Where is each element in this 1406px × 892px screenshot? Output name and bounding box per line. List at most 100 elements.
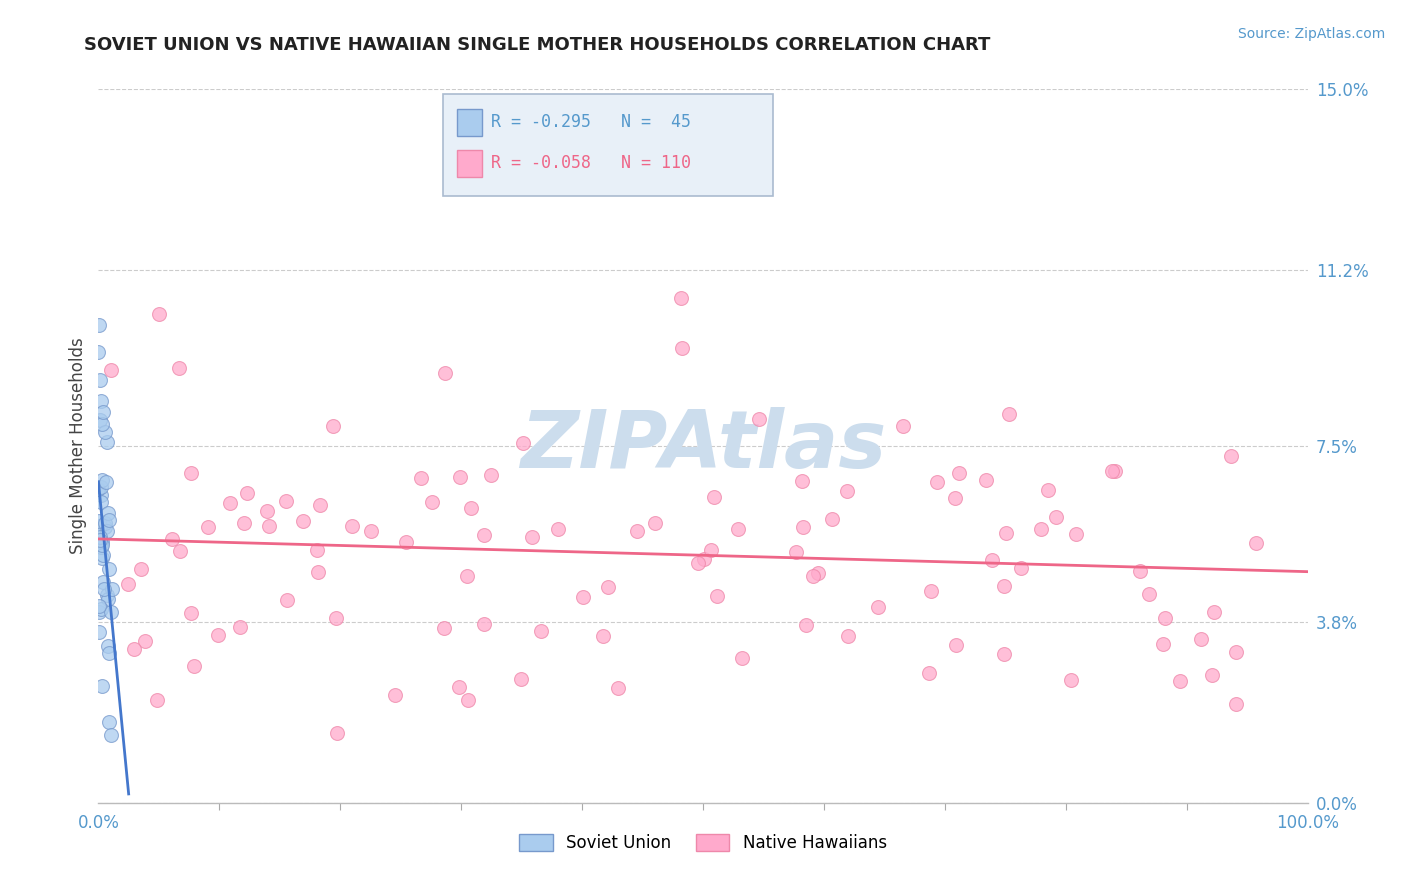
Point xyxy=(449,680,471,694)
Point xyxy=(89,373,111,387)
Point xyxy=(547,522,569,536)
Point xyxy=(920,584,942,599)
Point xyxy=(219,496,242,510)
Point xyxy=(180,606,202,620)
Point xyxy=(90,540,112,554)
Point xyxy=(100,605,122,619)
Point xyxy=(530,624,553,638)
Point xyxy=(276,494,298,508)
Point xyxy=(792,519,814,533)
Point xyxy=(98,646,121,660)
Point xyxy=(794,617,817,632)
Point xyxy=(1101,464,1123,478)
Point xyxy=(134,634,156,648)
Point xyxy=(835,483,858,498)
Point xyxy=(1225,645,1247,659)
Point xyxy=(520,530,543,544)
Point xyxy=(945,638,967,652)
Point xyxy=(91,550,114,565)
Point xyxy=(943,491,966,505)
Point xyxy=(925,475,948,489)
Point xyxy=(669,291,692,305)
Point xyxy=(89,530,111,544)
Point xyxy=(94,425,117,439)
Point xyxy=(309,498,332,512)
Point xyxy=(837,629,859,643)
Point xyxy=(322,419,344,434)
Point xyxy=(228,620,250,634)
Point xyxy=(449,470,471,484)
Point xyxy=(207,628,229,642)
Point xyxy=(96,524,118,539)
Point xyxy=(89,533,111,547)
Point xyxy=(748,412,770,426)
Point xyxy=(100,728,122,742)
Point xyxy=(479,467,502,482)
Point xyxy=(993,647,1015,661)
Point xyxy=(93,582,115,597)
Point xyxy=(1154,610,1177,624)
Point xyxy=(122,641,145,656)
Point xyxy=(891,419,914,434)
Point xyxy=(686,556,709,570)
Text: Source: ZipAtlas.com: Source: ZipAtlas.com xyxy=(1237,27,1385,41)
Point xyxy=(706,590,728,604)
Point xyxy=(731,651,754,665)
Point xyxy=(90,679,112,693)
Point xyxy=(1129,564,1152,578)
Point xyxy=(97,714,120,729)
Point xyxy=(384,688,406,702)
Point xyxy=(97,513,120,527)
Point xyxy=(981,552,1004,566)
Point xyxy=(326,725,349,739)
Point xyxy=(183,659,205,673)
Point xyxy=(89,514,111,528)
Point xyxy=(1036,483,1059,498)
Point xyxy=(456,569,478,583)
Point xyxy=(91,474,114,488)
Point xyxy=(91,535,114,549)
Point xyxy=(94,516,117,530)
Point xyxy=(97,592,120,607)
Point xyxy=(803,569,825,583)
Point xyxy=(89,605,111,619)
Y-axis label: Single Mother Households: Single Mother Households xyxy=(69,338,87,554)
Point xyxy=(457,693,479,707)
Point xyxy=(89,519,111,533)
Point xyxy=(129,561,152,575)
Point xyxy=(342,519,364,533)
Point xyxy=(1060,673,1083,687)
Point xyxy=(607,681,630,695)
Point xyxy=(700,543,723,558)
Point xyxy=(97,506,120,520)
Point xyxy=(89,625,111,640)
Point xyxy=(807,566,830,581)
Point xyxy=(236,486,259,500)
Point xyxy=(162,532,184,546)
Point xyxy=(1201,668,1223,682)
Point xyxy=(671,341,693,355)
Point xyxy=(360,524,382,538)
Point xyxy=(1010,561,1032,575)
Point xyxy=(974,473,997,487)
Point xyxy=(821,512,844,526)
Point xyxy=(90,602,112,616)
Point xyxy=(1029,522,1052,536)
Point xyxy=(93,520,115,534)
Point xyxy=(197,520,219,534)
Point xyxy=(866,599,889,614)
Point xyxy=(1045,510,1067,524)
Point xyxy=(703,490,725,504)
Legend: Soviet Union, Native Hawaiians: Soviet Union, Native Hawaiians xyxy=(513,827,893,859)
Point xyxy=(148,307,170,321)
Point xyxy=(1244,536,1267,550)
Point xyxy=(1220,449,1243,463)
Point xyxy=(87,318,110,333)
Point xyxy=(727,522,749,536)
Point xyxy=(90,480,112,494)
Point xyxy=(100,362,122,376)
Point xyxy=(993,579,1015,593)
Point xyxy=(1168,673,1191,688)
Point xyxy=(693,552,716,566)
Point xyxy=(97,639,120,653)
